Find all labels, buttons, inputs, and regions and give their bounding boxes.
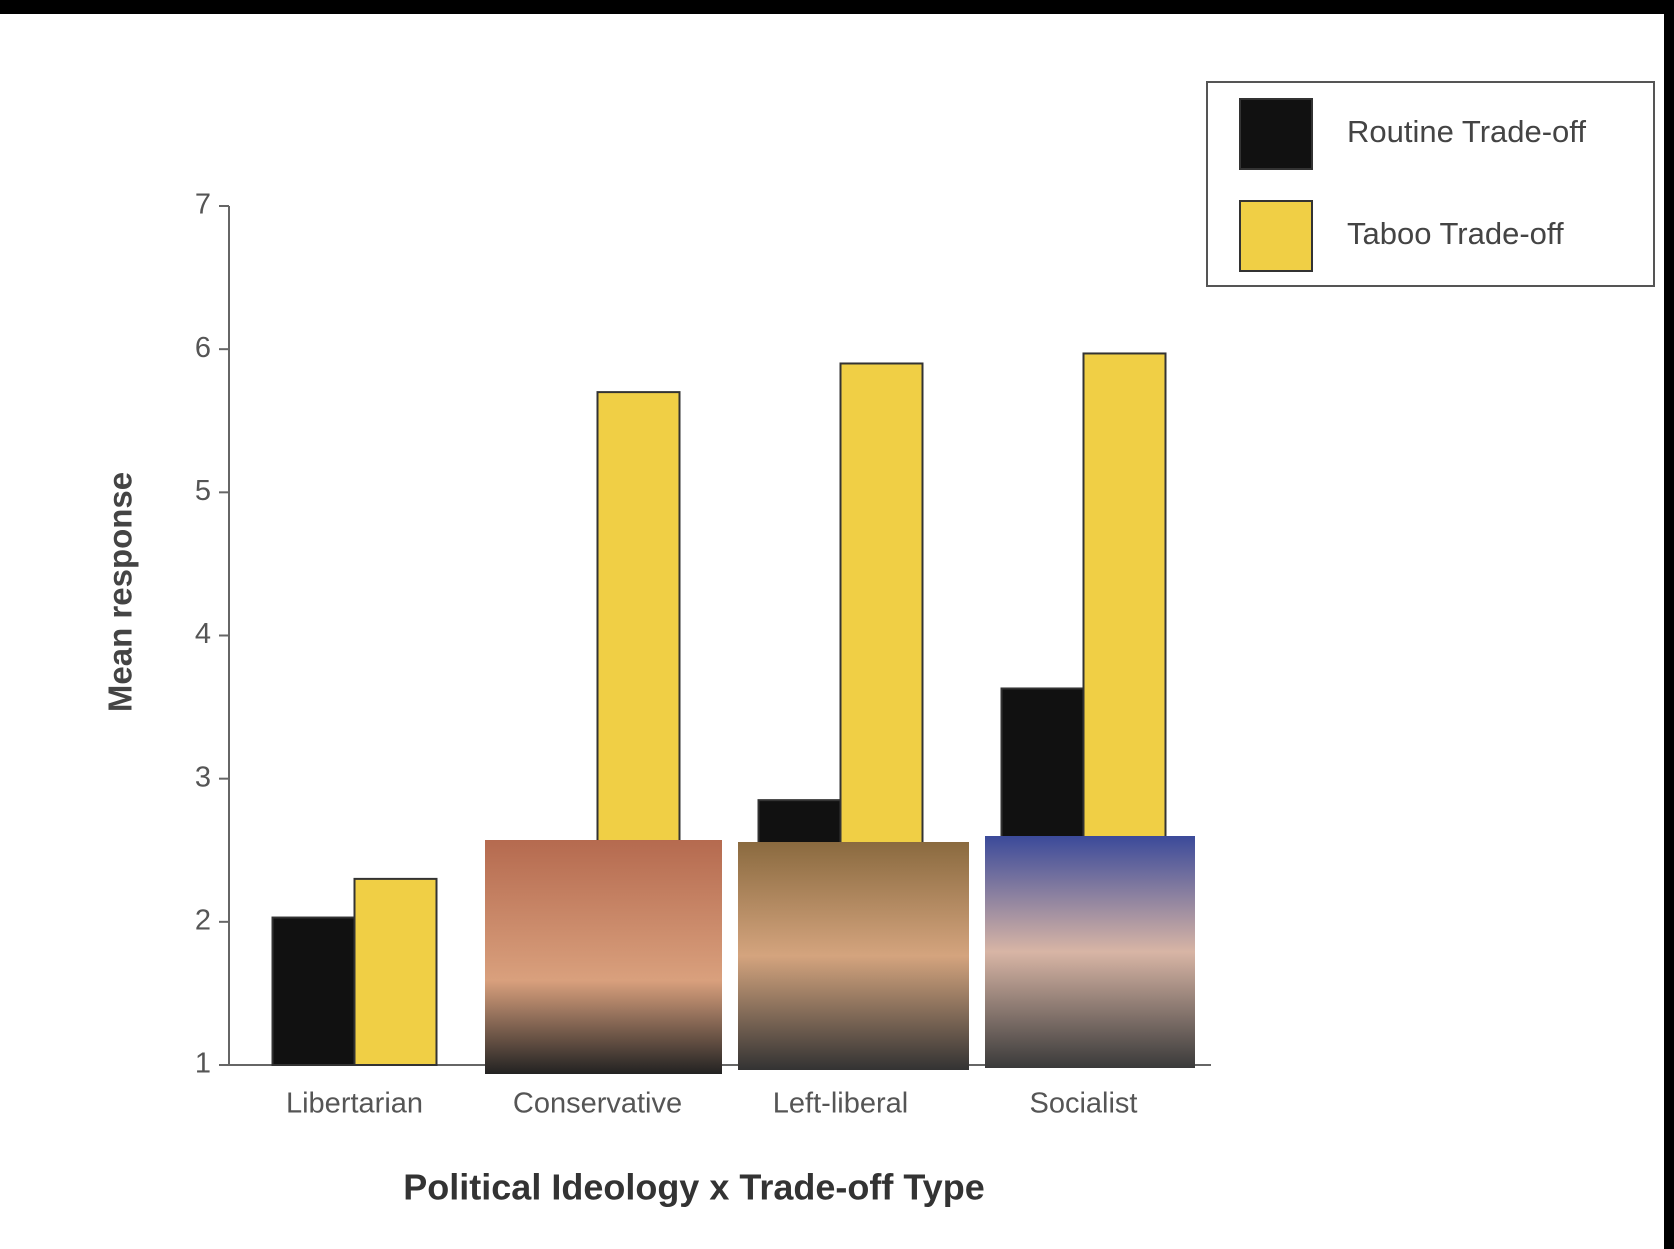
y-tick-label: 7: [195, 189, 211, 221]
legend-label: Taboo Trade-off: [1347, 216, 1564, 251]
y-tick-label: 4: [195, 618, 211, 650]
x-tick-label: Socialist: [1030, 1088, 1138, 1120]
legend-swatch: [1239, 200, 1313, 272]
x-axis-label: Political Ideology x Trade-off Type: [403, 1167, 984, 1208]
photo: [738, 842, 969, 1070]
legend-swatch: [1239, 98, 1313, 170]
x-tick-label: Conservative: [513, 1088, 682, 1120]
y-tick-label: 6: [195, 332, 211, 364]
bar: [271, 916, 356, 1066]
legend-label: Routine Trade-off: [1347, 114, 1586, 149]
photo: [985, 836, 1195, 1068]
photo: [485, 840, 722, 1074]
y-tick-label: 3: [195, 761, 211, 793]
bar: [353, 877, 438, 1067]
y-axis-label: Mean response: [102, 472, 139, 712]
y-tick-label: 5: [195, 475, 211, 507]
y-tick-label: 2: [195, 904, 211, 936]
x-tick-label: Libertarian: [286, 1088, 423, 1120]
y-tick-label: 1: [195, 1048, 211, 1080]
x-tick-label: Left-liberal: [773, 1088, 908, 1120]
